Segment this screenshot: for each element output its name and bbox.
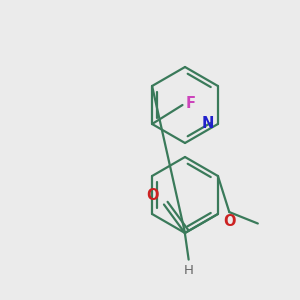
Text: O: O — [223, 214, 236, 229]
Text: N: N — [202, 116, 214, 131]
Text: O: O — [146, 188, 159, 202]
Text: H: H — [184, 264, 194, 277]
Text: F: F — [185, 97, 196, 112]
